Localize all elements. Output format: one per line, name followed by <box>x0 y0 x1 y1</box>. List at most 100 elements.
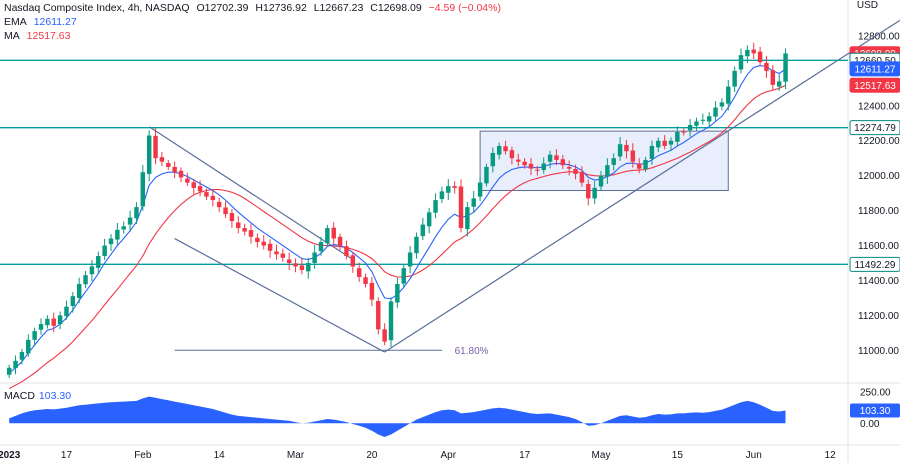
candle-body <box>465 207 470 230</box>
candle-body <box>274 251 279 255</box>
y-tick-label: 12800.00 <box>858 31 900 42</box>
wedge-upper-line <box>148 126 354 260</box>
candle-body <box>83 275 88 285</box>
candle-body <box>783 53 788 82</box>
candle-body <box>280 253 286 258</box>
candle-body <box>668 140 674 145</box>
candle-body <box>764 62 769 71</box>
wedge-lower-line <box>174 238 385 353</box>
consolidation-box <box>479 130 729 192</box>
candle-body <box>477 182 483 197</box>
y-tick-label: 11200.00 <box>858 311 899 322</box>
candle-body <box>286 259 292 263</box>
candle-body <box>503 146 508 152</box>
x-tick-label: 15 <box>672 450 684 461</box>
candle-body <box>446 186 451 193</box>
candle-body <box>248 230 254 237</box>
candle-body <box>395 283 400 303</box>
candle-body <box>522 161 527 166</box>
open-value: O12702.39 <box>196 2 249 14</box>
candle-body <box>490 152 496 167</box>
ma-value: 12517.63 <box>26 30 71 42</box>
candle-body <box>32 331 37 340</box>
price-badge-text: 12274.79 <box>854 123 896 134</box>
candle-body <box>178 170 184 178</box>
macd-tick-label: 250.00 <box>860 388 891 399</box>
candle-body <box>547 154 553 162</box>
candle-body <box>617 144 623 157</box>
candle-body <box>382 329 387 342</box>
candle-body <box>598 175 604 187</box>
x-tick-label: 2023 <box>0 450 21 461</box>
macd-area <box>9 396 786 437</box>
candle-body <box>579 172 585 183</box>
price-badge-text: 12611.27 <box>855 64 896 75</box>
price-badge-text: 12517.63 <box>854 81 896 92</box>
candle-body <box>414 236 419 254</box>
candle-body <box>605 165 610 177</box>
change-value: −4.59 (−0.04%) <box>428 2 501 14</box>
candle-body <box>706 116 712 122</box>
currency-label: USD <box>856 0 878 11</box>
candle-body <box>757 51 763 63</box>
candle-body <box>776 81 782 87</box>
candle-body <box>452 186 457 188</box>
price-badge-bg <box>849 120 900 136</box>
candle-body <box>51 318 56 326</box>
macd-legend[interactable]: MACD 103.30 <box>4 390 71 402</box>
candle-body <box>236 222 241 229</box>
x-tick-label: 17 <box>519 450 531 461</box>
candle-body <box>121 226 126 230</box>
y-tick-label: 11600.00 <box>858 241 899 252</box>
price-badge-text: 11492.29 <box>855 260 896 271</box>
candle-body <box>694 121 699 126</box>
candle-body <box>57 315 63 325</box>
candle-body <box>656 140 661 148</box>
candle-body <box>751 49 756 54</box>
candle-body <box>70 296 76 306</box>
ema-label: EMA <box>4 16 27 28</box>
candle-body <box>643 159 648 170</box>
candle-body <box>662 140 667 146</box>
candle-body <box>350 255 356 267</box>
candle-body <box>108 238 114 245</box>
candle-body <box>318 242 324 252</box>
candle-body <box>185 178 190 183</box>
candle-body <box>592 187 597 199</box>
candle-body <box>166 163 171 167</box>
candle-body <box>681 131 686 133</box>
candle-body <box>401 268 406 284</box>
candle-body <box>624 144 629 152</box>
candle-body <box>102 245 107 256</box>
price-badge-bg <box>849 61 900 77</box>
candle-body <box>471 198 476 207</box>
price-badge: 11492.29 <box>849 256 900 272</box>
y-tick-label: 11800.00 <box>858 206 899 217</box>
candle-body <box>216 201 222 208</box>
candle-body <box>261 241 266 246</box>
candle-body <box>566 166 572 169</box>
candle-body <box>535 169 540 171</box>
candle-body <box>127 217 133 225</box>
price-badge-text: 12660.50 <box>854 56 896 67</box>
candle-body <box>13 360 18 369</box>
close-value: C12698.09 <box>370 2 422 14</box>
candle-body <box>528 163 534 169</box>
ma-legend[interactable]: MA 12517.63 <box>4 30 74 42</box>
macd-tick-label: 0.00 <box>860 419 880 430</box>
candle-body <box>134 207 139 219</box>
symbol-title: Nasdaq Composite Index, 4h, NASDAQ <box>4 2 190 14</box>
candle-body <box>484 166 489 184</box>
y-tick-label: 11000.00 <box>858 346 899 357</box>
candle-body <box>293 263 298 267</box>
candle-body <box>719 102 725 107</box>
x-tick-label: 17 <box>61 450 73 461</box>
candle-body <box>325 228 330 244</box>
x-tick-label: May <box>592 450 611 461</box>
candle-body <box>337 236 343 246</box>
candle-body <box>153 135 158 159</box>
candle-body <box>420 224 426 237</box>
ema-legend[interactable]: EMA 12611.27 <box>4 16 81 28</box>
